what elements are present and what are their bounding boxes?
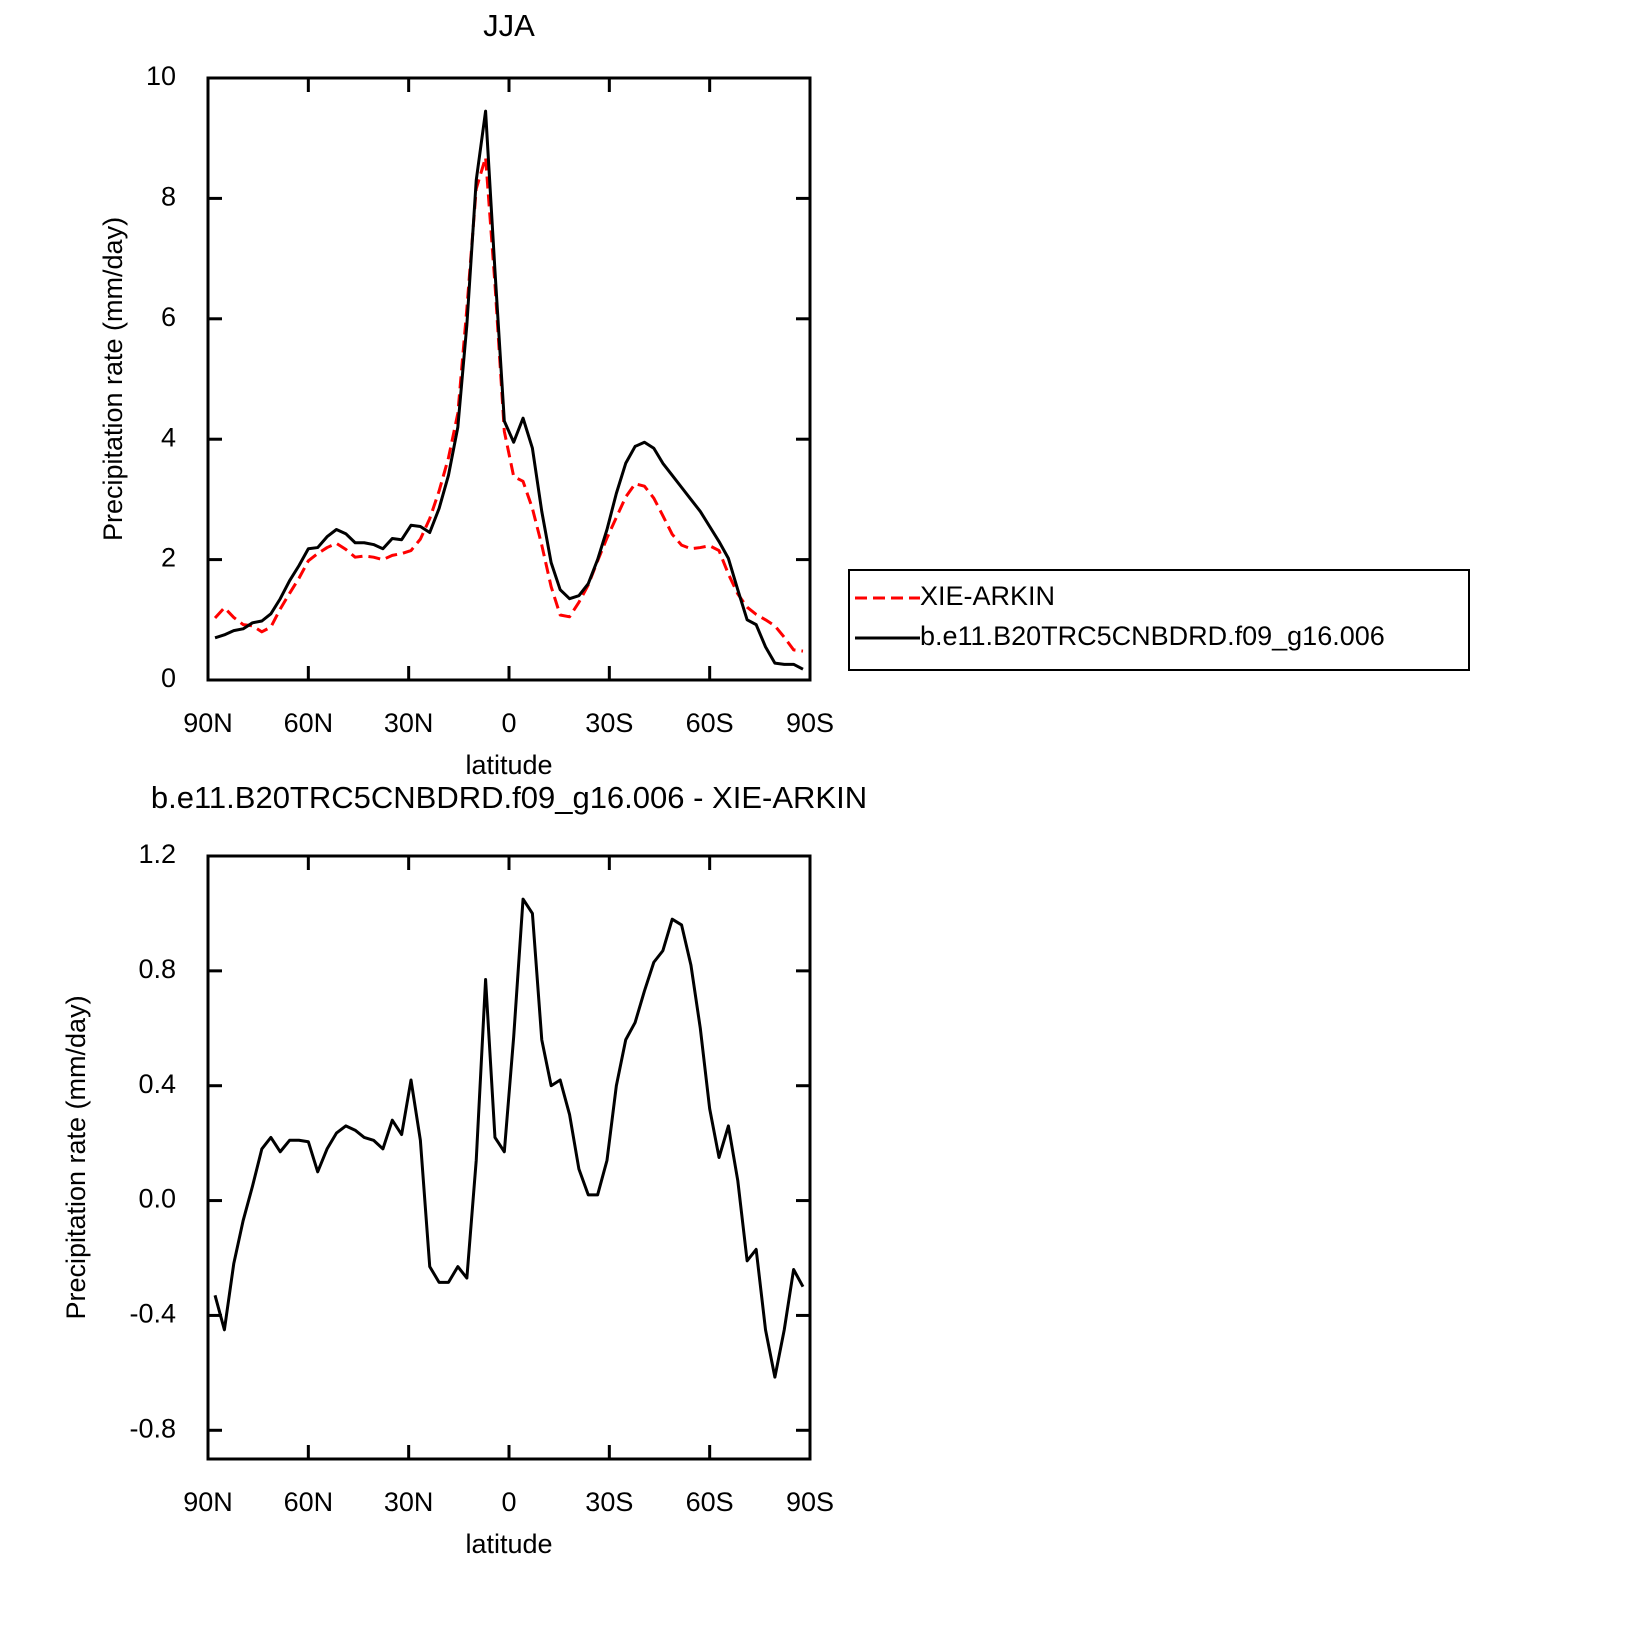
x-axis-label: latitude	[465, 750, 552, 780]
y-axis-label: Precipitation rate (mm/day)	[98, 217, 128, 541]
data-line	[213, 155, 804, 653]
x-tick-label: 90S	[786, 1487, 834, 1517]
x-tick-label: 0	[501, 1487, 516, 1517]
y-tick-label: 4	[161, 422, 176, 452]
data-line	[214, 109, 804, 671]
y-tick-label: 0	[161, 663, 176, 693]
legend-label: b.e11.B20TRC5CNBDRD.f09_g16.006	[920, 621, 1385, 651]
legend-label: XIE-ARKIN	[920, 581, 1055, 611]
x-tick-label: 30S	[585, 708, 633, 738]
x-axis-label: latitude	[465, 1529, 552, 1559]
y-axis-label: Precipitation rate (mm/day)	[61, 995, 91, 1319]
y-tick-label: 0.0	[138, 1184, 176, 1214]
y-tick-label: 2	[161, 543, 176, 573]
y-tick-label: 0.8	[138, 954, 176, 984]
y-tick-label: -0.8	[129, 1413, 176, 1443]
chart-title: JJA	[483, 8, 535, 43]
x-tick-label: 60S	[686, 1487, 734, 1517]
x-tick-label: 30N	[384, 1487, 434, 1517]
y-tick-label: 1.2	[138, 839, 176, 869]
x-tick-label: 90S	[786, 708, 834, 738]
y-tick-label: 0.4	[138, 1069, 176, 1099]
data-line	[213, 897, 805, 1379]
x-tick-label: 60N	[284, 1487, 334, 1517]
x-tick-label: 60S	[686, 708, 734, 738]
y-tick-label: 6	[161, 302, 176, 332]
x-tick-label: 90N	[183, 1487, 233, 1517]
legend-box	[848, 569, 1470, 671]
plot-frame	[206, 76, 812, 682]
x-tick-label: 30S	[585, 1487, 633, 1517]
y-tick-label: 10	[146, 61, 176, 91]
x-tick-label: 30N	[384, 708, 434, 738]
chart-title: b.e11.B20TRC5CNBDRD.f09_g16.006 - XIE-AR…	[151, 780, 867, 815]
x-tick-label: 0	[501, 708, 516, 738]
y-tick-label: 8	[161, 182, 176, 212]
x-tick-label: 90N	[183, 708, 233, 738]
y-tick-label: -0.4	[129, 1299, 176, 1329]
x-tick-label: 60N	[284, 708, 334, 738]
